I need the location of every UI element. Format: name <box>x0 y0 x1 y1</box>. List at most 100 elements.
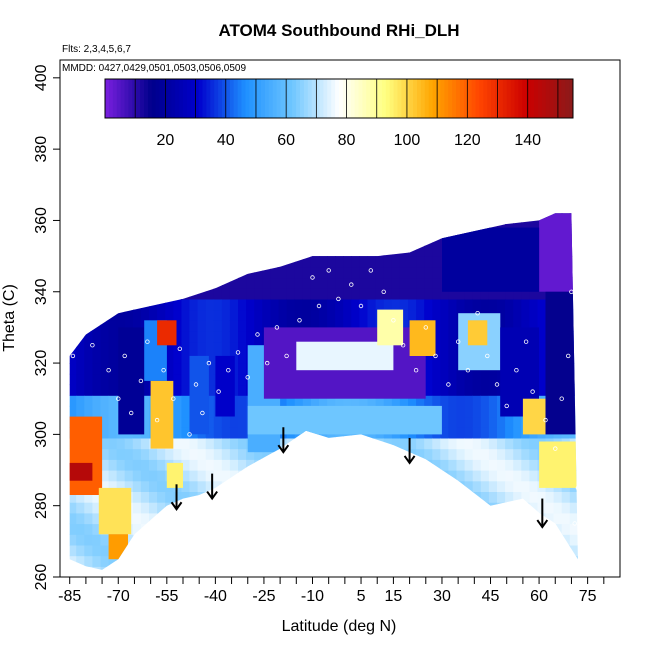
heatmap-cell <box>440 534 449 546</box>
heatmap-cell <box>108 427 118 439</box>
heatmap-cell <box>416 502 425 514</box>
heatmap-cell <box>197 437 207 450</box>
heatmap-cell <box>270 309 280 321</box>
heatmap-cell <box>416 213 425 214</box>
sample-point <box>206 360 212 366</box>
colorbar-swatch <box>561 79 566 118</box>
sample-point <box>171 396 176 401</box>
heatmap-cell <box>367 555 377 567</box>
colorbar-swatch <box>288 79 293 118</box>
heatmap-cell <box>132 448 142 460</box>
heatmap-cell <box>294 395 304 407</box>
heatmap-cell <box>76 555 85 567</box>
heatmap-cell <box>189 234 199 246</box>
heatmap-cell <box>278 234 288 246</box>
heatmap-cell <box>310 288 320 300</box>
colorbar-swatch <box>483 79 488 118</box>
heatmap-cell <box>343 245 352 257</box>
heatmap-cell <box>424 491 433 503</box>
heatmap-cell <box>189 298 199 311</box>
heatmap-cell <box>424 352 433 364</box>
heatmap-cell <box>399 288 409 300</box>
heatmap-cell <box>140 384 150 396</box>
heatmap-cell <box>140 555 150 567</box>
heatmap-cell <box>84 288 93 300</box>
heatmap-cell <box>181 448 191 460</box>
heatmap-cell <box>505 288 514 300</box>
heatmap-cell <box>173 352 182 364</box>
heatmap-cell <box>108 470 118 482</box>
heatmap-cell <box>205 213 215 214</box>
heatmap-cell <box>108 224 118 236</box>
heatmap-cell <box>424 566 433 570</box>
heatmap-cell <box>213 427 223 439</box>
heatmap-cell <box>100 298 110 311</box>
heatmap-cell <box>165 512 174 525</box>
heatmap-cell <box>76 298 85 311</box>
heatmap-cell <box>335 266 344 279</box>
heatmap-cell <box>197 566 207 570</box>
heatmap-cell <box>270 234 280 246</box>
heatmap-cell <box>108 459 118 471</box>
heatmap-cell <box>302 213 312 214</box>
heatmap-cell <box>221 544 231 557</box>
heatmap-cell <box>286 480 296 492</box>
heatmap-cell <box>391 288 401 300</box>
colorbar-swatch <box>147 79 153 118</box>
heatmap-cell <box>100 320 110 332</box>
heatmap-cell <box>116 245 126 257</box>
heatmap-cell <box>294 245 304 257</box>
heatmap-cell <box>221 234 231 246</box>
heatmap-cell <box>399 245 409 257</box>
heatmap-cell <box>84 331 93 343</box>
heatmap-cell <box>440 224 449 236</box>
heatmap-cell <box>92 213 102 214</box>
heatmap-cell <box>238 534 247 546</box>
heatmap-cell <box>213 256 223 268</box>
heatmap-cell <box>359 266 369 279</box>
heatmap-cell <box>480 480 490 492</box>
heatmap-cell <box>205 502 215 514</box>
heatmap-cell <box>238 480 247 492</box>
heatmap-cell <box>561 491 571 503</box>
heatmap-cell <box>173 213 182 225</box>
heatmap-cell <box>69 384 77 396</box>
heatmap-cell <box>181 555 191 567</box>
heatmap-cell <box>456 416 466 428</box>
heatmap-cell <box>416 245 425 257</box>
heatmap-cell <box>213 288 223 300</box>
heatmap-cell <box>205 234 215 246</box>
heatmap-cell <box>116 470 126 482</box>
colorbar-swatch <box>541 79 547 118</box>
colorbar-swatch <box>366 79 371 118</box>
heatmap-cell <box>513 502 522 514</box>
heatmap-cell <box>229 245 239 257</box>
heatmap-cell <box>424 245 433 257</box>
heatmap-cell <box>286 256 296 268</box>
heatmap-cell <box>480 448 490 460</box>
heatmap-cell <box>424 363 433 375</box>
heatmap-cell <box>448 491 458 503</box>
heatmap-cell <box>399 523 409 535</box>
heatmap-cell <box>132 459 142 471</box>
heatmap-cell <box>464 512 474 525</box>
heatmap-cell <box>335 288 344 300</box>
heatmap-cell <box>100 555 110 567</box>
heatmap-cell <box>578 449 587 460</box>
heatmap-cell <box>367 448 377 460</box>
colorbar-swatch <box>522 79 527 118</box>
heatmap-cell <box>408 395 417 407</box>
colorbar-swatch <box>346 79 352 118</box>
sample-point <box>154 417 160 423</box>
heatmap-cell <box>375 480 385 492</box>
heatmap-cell <box>335 245 344 257</box>
heatmap-cell <box>343 512 352 525</box>
heatmap-cell <box>60 513 69 524</box>
heatmap-cell <box>270 480 280 492</box>
heatmap-cell <box>578 352 587 363</box>
heatmap-cell <box>351 213 360 214</box>
heatmap-cell <box>383 534 393 546</box>
heatmap-cell <box>100 384 110 396</box>
heatmap-cell <box>140 256 150 268</box>
heatmap-cell <box>513 320 522 332</box>
